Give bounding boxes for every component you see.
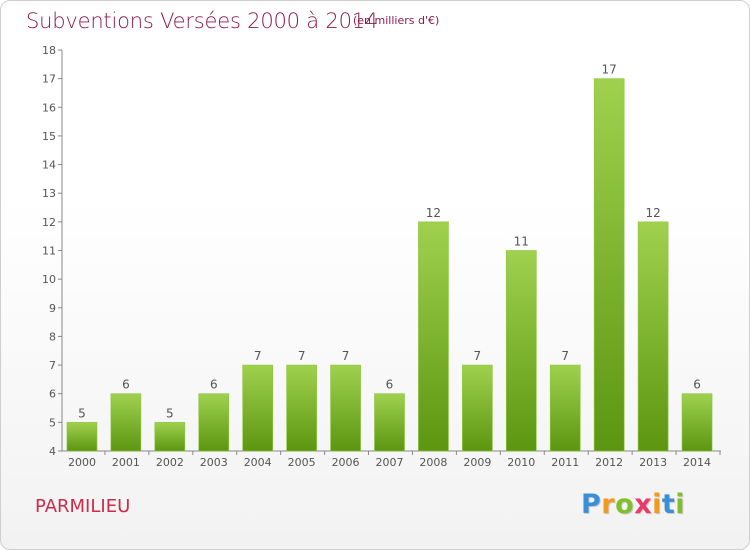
bar [110, 393, 142, 452]
bar [286, 364, 317, 452]
y-tick-label: 15 [42, 130, 56, 143]
bar [593, 78, 625, 452]
y-tick-label: 12 [42, 216, 56, 229]
x-tick-label: 2001 [112, 456, 140, 469]
bar [462, 364, 493, 452]
bar [549, 364, 581, 452]
bar [418, 221, 449, 452]
bar [681, 393, 713, 452]
logo-letter: P [581, 489, 602, 520]
data-label: 7 [561, 349, 569, 363]
bar [154, 422, 186, 452]
y-tick-label: 5 [49, 416, 56, 429]
data-label: 6 [693, 378, 701, 392]
data-label: 11 [514, 235, 529, 249]
data-label: 6 [210, 378, 218, 392]
data-label: 12 [426, 206, 441, 220]
data-label: 5 [166, 406, 174, 420]
proxiti-logo: Proxiti [581, 489, 685, 520]
data-label: 12 [645, 206, 660, 220]
y-tick-label: 13 [42, 187, 56, 200]
data-label: 7 [342, 349, 350, 363]
logo-letter: o [615, 489, 635, 520]
chart-title: Subventions Versées 2000 à 2014 [26, 9, 379, 33]
x-tick-label: 2003 [200, 456, 228, 469]
y-tick-label: 9 [49, 302, 56, 315]
y-tick-label: 11 [42, 245, 56, 258]
bar [242, 364, 273, 452]
x-tick-label: 2012 [595, 456, 623, 469]
y-tick-label: 17 [42, 73, 56, 86]
bar [198, 393, 230, 452]
x-tick-label: 2008 [419, 456, 447, 469]
logo-letter: i [652, 489, 662, 520]
data-label: 7 [474, 349, 482, 363]
bar [637, 221, 669, 452]
bar [330, 364, 361, 452]
data-label: 7 [298, 349, 306, 363]
x-tick-label: 2006 [332, 456, 360, 469]
y-tick-label: 16 [42, 101, 56, 114]
bar [374, 393, 405, 452]
logo-letter: i [675, 489, 686, 520]
y-tick-label: 8 [49, 330, 56, 343]
y-tick-label: 18 [42, 44, 56, 57]
x-tick-label: 2011 [551, 456, 579, 469]
x-tick-label: 2007 [376, 456, 404, 469]
y-tick-label: 7 [49, 359, 56, 372]
x-tick-label: 2010 [507, 456, 535, 469]
data-label: 7 [254, 349, 262, 363]
x-tick-label: 2000 [68, 456, 96, 469]
x-tick-label: 2005 [288, 456, 316, 469]
data-label: 17 [602, 63, 617, 77]
y-tick-label: 4 [49, 445, 56, 458]
chart-subtitle: (en milliers d'€) [353, 14, 440, 27]
x-tick-label: 2002 [156, 456, 184, 469]
commune-name: PARMILIEU [35, 496, 131, 517]
x-tick-label: 2014 [683, 456, 711, 469]
data-label: 6 [122, 378, 130, 392]
y-tick-label: 10 [42, 273, 56, 286]
logo-letter: r [601, 489, 616, 520]
bar [66, 422, 98, 452]
y-tick-label: 14 [42, 159, 56, 172]
x-tick-label: 2013 [639, 456, 667, 469]
x-tick-label: 2004 [244, 456, 272, 469]
bar [505, 250, 537, 452]
x-tick-label: 2009 [463, 456, 491, 469]
logo-letter: x [634, 489, 653, 520]
logo-letter: t [661, 489, 676, 520]
y-tick-label: 6 [49, 388, 56, 401]
data-label: 6 [386, 378, 394, 392]
data-label: 5 [78, 406, 86, 420]
